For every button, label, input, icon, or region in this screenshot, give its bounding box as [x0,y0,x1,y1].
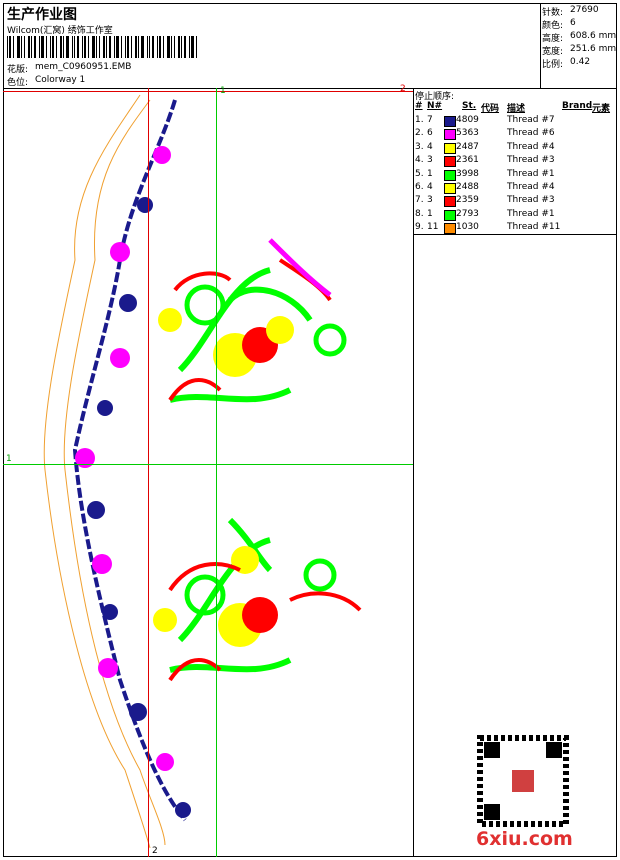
needle: 4 [427,182,433,192]
stitches: 5363 [456,128,479,139]
description: Thread #11 [507,222,561,233]
stitches: 2359 [456,195,479,206]
needle: 1 [427,208,433,219]
description: Thread #3 [507,155,555,166]
row-index: 1. [415,115,424,125]
info-value: 0.42 [570,57,591,67]
info-label: 宽度: [542,47,564,57]
row-index: 8. [415,208,424,219]
column-header: 元素 [592,104,611,114]
column-header: 描述 [507,104,526,114]
needle: 11 [427,222,439,233]
color-swatch [444,156,456,168]
column-header: St. [462,101,477,111]
title: 生产作业图 [7,7,77,23]
row-index: 2. [415,128,424,139]
design-label: 花版: [7,65,29,75]
info-label: 比例: [542,60,564,70]
info-label: 高度: [542,34,564,44]
info-value: 251.6 mm [570,44,617,54]
description: Thread #4 [507,182,555,192]
guide-label: 1 [220,86,226,96]
needle: 4 [427,141,433,152]
column-header: # [415,101,423,111]
watermark: 6xiu.com [476,828,573,850]
row-index: 3. [415,141,424,152]
needle: 1 [427,168,433,179]
guide-label: 2 [400,84,406,94]
embroidery [43,94,362,849]
color-swatch [444,196,456,208]
stitches: 3998 [456,168,479,179]
stitches: 2361 [456,155,479,166]
description: Thread #1 [507,208,555,219]
color-swatch [444,129,456,141]
stitches: 2488 [456,182,479,192]
stitches: 2793 [456,208,479,219]
qr-code [477,735,569,827]
info-label: 颜色: [542,21,564,31]
row-index: 9. [415,222,424,233]
row-index: 4. [415,155,424,166]
color-swatch [444,183,456,194]
sequence-title: 停止顺序: [415,92,455,102]
description: Thread #6 [507,128,555,139]
color-swatch [444,116,456,127]
column-header: 代码 [481,104,500,114]
description: Thread #3 [507,195,555,206]
stitches: 2487 [456,141,479,152]
info-value: 27690 [570,5,599,15]
color-swatch [444,209,456,221]
needle: 6 [427,128,433,139]
description: Thread #7 [507,115,555,125]
studio: Wilcom(汇窝) 绣饰工作室 [7,26,113,36]
needle: 3 [427,195,433,206]
needle: 7 [427,115,433,125]
stitches: 4809 [456,115,479,125]
border [3,3,617,857]
guide-label: 1 [6,454,12,464]
colorway: Colorway 1 [35,75,86,85]
description: Thread #1 [507,168,555,179]
row-index: 6. [415,182,424,192]
info-label: 针数: [542,8,564,18]
color-swatch [444,169,456,181]
design-file: mem_C0960951.EMB [35,62,132,72]
row-index: 7. [415,195,424,206]
needle: 3 [427,155,433,166]
row-index: 5. [415,168,424,179]
color-swatch [444,223,456,235]
stitches: 1030 [456,222,479,233]
column-header: N# [427,101,443,111]
colorway-label: 色位: [7,78,29,88]
barcode [7,36,197,58]
guide-label: 2 [152,846,158,856]
column-header: Brand [562,101,593,111]
color-swatch [444,142,456,154]
info-value: 6 [570,18,576,28]
description: Thread #4 [507,141,555,152]
info-value: 608.6 mm [570,31,617,41]
